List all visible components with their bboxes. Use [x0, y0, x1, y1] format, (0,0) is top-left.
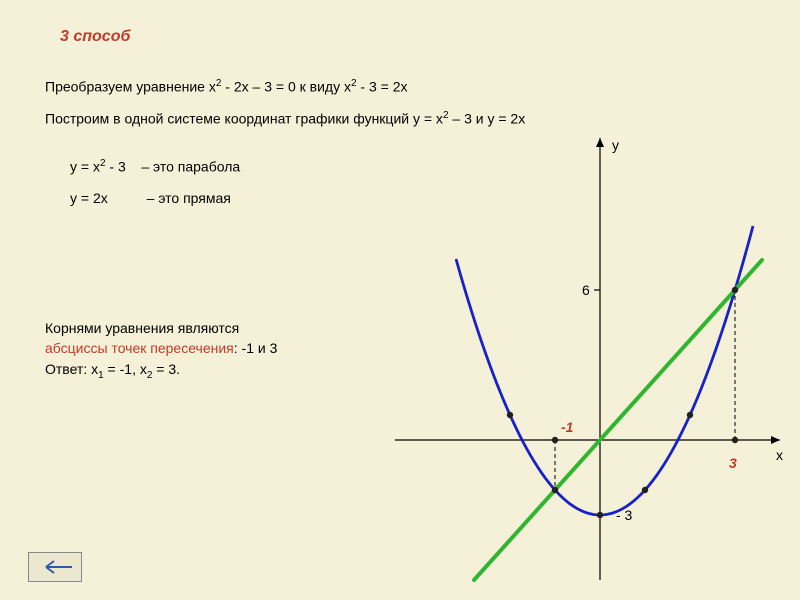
text: – 3 и у = 2х: [449, 111, 526, 127]
text: - 3 = 2х: [357, 79, 408, 95]
text: Ответ: х: [45, 361, 98, 377]
text: у = х: [70, 159, 100, 175]
conclusion-line2: абсциссы точек пересечения: -1 и 3: [45, 338, 277, 358]
svg-text:3: 3: [729, 455, 737, 471]
text: Построим в одной системе координат графи…: [45, 111, 443, 127]
text: = 3.: [152, 361, 180, 377]
svg-text:- 3: - 3: [616, 507, 633, 523]
text: - 3: [106, 159, 126, 175]
text: Преобразуем уравнение х: [45, 79, 216, 95]
conclusion-line3: Ответ: х1 = -1, х2 = 3.: [45, 359, 277, 383]
text: - 2х – 3 = 0 к виду х: [221, 79, 351, 95]
equation-line: у = 2х – это прямая: [70, 190, 231, 206]
equation-parabola: у = х2 - 3 – это парабола: [70, 158, 240, 175]
text: у = 2х: [70, 190, 108, 206]
arrow-left-icon: [38, 559, 72, 575]
svg-text:х: х: [776, 447, 783, 463]
graph-chart: х у 6 -1 3 - 3: [390, 130, 790, 590]
svg-text:у: у: [612, 137, 619, 153]
transform-text: Преобразуем уравнение х2 - 2х – 3 = 0 к …: [45, 78, 408, 95]
svg-text:6: 6: [582, 282, 590, 298]
svg-text:-1: -1: [561, 419, 574, 435]
accent-text: абсциссы точек пересечения: [45, 340, 234, 356]
method-heading: 3 способ: [60, 28, 130, 46]
text: = -1, х: [104, 361, 147, 377]
text: – это парабола: [141, 159, 240, 175]
back-button[interactable]: [28, 552, 82, 582]
text: – это прямая: [147, 190, 231, 206]
text: : -1 и 3: [234, 340, 278, 356]
method-heading-text: 3 способ: [60, 28, 130, 45]
build-text: Построим в одной системе координат графи…: [45, 110, 525, 127]
conclusion-block: Корнями уравнения являются абсциссы точе…: [45, 318, 277, 383]
conclusion-line1: Корнями уравнения являются: [45, 318, 277, 338]
